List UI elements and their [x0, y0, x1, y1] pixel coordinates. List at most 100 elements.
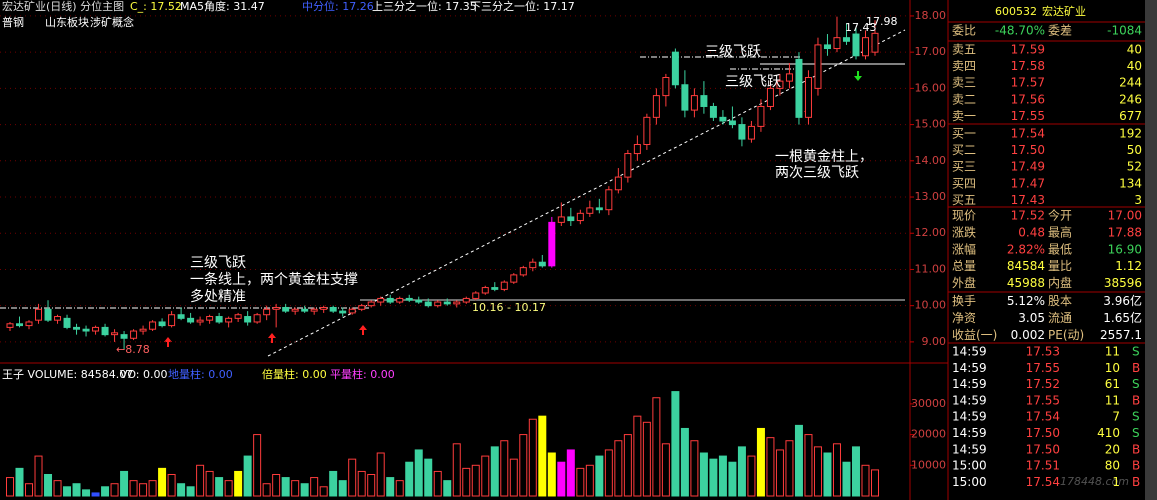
trade-time: 14:59 [952, 377, 987, 391]
book-label: 买三 [952, 160, 976, 174]
volume-bar [775, 449, 784, 497]
y-tick-label: 11.00 [915, 262, 947, 275]
annotation: ←8.78 [116, 343, 150, 356]
volume-bar [557, 461, 566, 497]
volume-bar [576, 467, 585, 497]
volume-bar [642, 421, 651, 497]
candle-body [662, 77, 670, 97]
annotation: 10.16 - 10.17 [472, 301, 546, 314]
candle-body [472, 292, 480, 299]
trade-price: 17.50 [1026, 442, 1060, 456]
volume-bar [604, 449, 613, 497]
trade-volume: 10 [1105, 361, 1120, 375]
candle-body [272, 306, 280, 310]
volume-bar [443, 480, 452, 497]
volume-bar [224, 480, 233, 497]
candle-body [624, 153, 632, 178]
header-text: 上三分之一位: 17.35 [372, 0, 477, 13]
book-price: 17.50 [1011, 143, 1045, 157]
candle-body [453, 301, 461, 305]
candle-body [215, 316, 223, 323]
volume-bar [490, 446, 499, 497]
stat-cell: 外盘 [952, 275, 976, 290]
trade-side: B [1132, 393, 1140, 407]
candle-body [405, 297, 413, 301]
stat-cell: 换手 [952, 294, 976, 308]
book-price: 17.54 [1011, 127, 1045, 141]
candle-body [377, 297, 385, 303]
stat-cell: 内盘 [1048, 275, 1072, 290]
volume-bar [595, 455, 604, 497]
candle-body [814, 44, 822, 89]
volume-bar [851, 446, 860, 497]
stat-cell: 17.00 [1108, 209, 1142, 223]
annotation: 一条线上，两个黄金柱支撑 [190, 271, 358, 288]
stat-cell: 1.65亿 [1103, 310, 1142, 325]
book-label: 卖一 [952, 109, 976, 123]
volume-bar [91, 492, 100, 497]
y-tick-label: 13.00 [915, 190, 947, 203]
stat-cell: 16.90 [1108, 242, 1142, 256]
candle-body [681, 84, 689, 111]
candle-body [747, 125, 755, 140]
header-text: 宏达矿业(日线) 分位主图 [2, 0, 124, 13]
trade-side: S [1132, 426, 1140, 440]
trade-side: B [1132, 459, 1140, 473]
candle-body [187, 317, 195, 323]
candle-body [823, 44, 831, 50]
annotation: 17.98 [866, 15, 898, 28]
book-price: 17.57 [1011, 76, 1045, 90]
watermark: 178448.com [1060, 475, 1129, 488]
candle-body [462, 297, 470, 303]
candle-body [804, 77, 812, 118]
annotation: 三级飞跃 [705, 44, 761, 60]
volume-bar [785, 440, 794, 497]
candle-body [842, 37, 850, 42]
volume-bar [861, 464, 870, 497]
ratio-cell: 委比 [952, 24, 976, 38]
header-text: C_: 17.52 [130, 0, 182, 13]
trade-volume: 20 [1105, 442, 1120, 456]
volume-bar [462, 467, 471, 497]
book-volume: 192 [1119, 127, 1142, 141]
volume-bar [509, 458, 518, 497]
ratio-cell: -1084 [1107, 24, 1142, 38]
annotation: 多处精准 [190, 288, 246, 305]
stat-cell: PE(动) [1048, 328, 1084, 342]
volume-bar [471, 464, 480, 497]
volume-bar [386, 477, 395, 497]
candle-body [263, 308, 271, 316]
trade-time: 14:59 [952, 442, 987, 456]
candle-body [567, 216, 575, 222]
volume-bar [196, 464, 205, 497]
volume-tick-label: 20000 [911, 428, 946, 441]
tag-text: 涉矿概念 [90, 15, 134, 29]
candle-body [225, 317, 233, 323]
volume-bar [82, 489, 91, 497]
stat-cell: 收益(一) [952, 328, 997, 342]
candle-body [690, 95, 698, 111]
trade-price: 17.55 [1026, 361, 1060, 375]
trade-time: 14:59 [952, 361, 987, 375]
candle-body [130, 330, 138, 339]
book-volume: 40 [1127, 43, 1142, 57]
candle-body [586, 207, 594, 214]
volume-bar [661, 443, 670, 497]
volume-bar [452, 443, 461, 497]
candle-body [54, 316, 62, 321]
volume-header-text: 倍量柱: 0.00 [262, 367, 327, 381]
header-text: 下三分之一位: 17.17 [470, 0, 575, 13]
volume-bar [718, 455, 727, 497]
candle-body [168, 314, 176, 327]
trade-volume: 410 [1097, 426, 1120, 440]
candle-body [101, 326, 109, 336]
book-price: 17.59 [1011, 43, 1045, 57]
stat-cell: 1.12 [1115, 259, 1142, 273]
volume-header-text: 平量柱: 0.00 [330, 367, 395, 381]
y-tick-label: 12.00 [915, 226, 947, 239]
volume-bar [186, 486, 195, 497]
volume-bar [262, 483, 271, 497]
candle-body [557, 216, 565, 223]
y-tick-label: 9.00 [922, 335, 947, 348]
volume-bar [547, 452, 556, 497]
